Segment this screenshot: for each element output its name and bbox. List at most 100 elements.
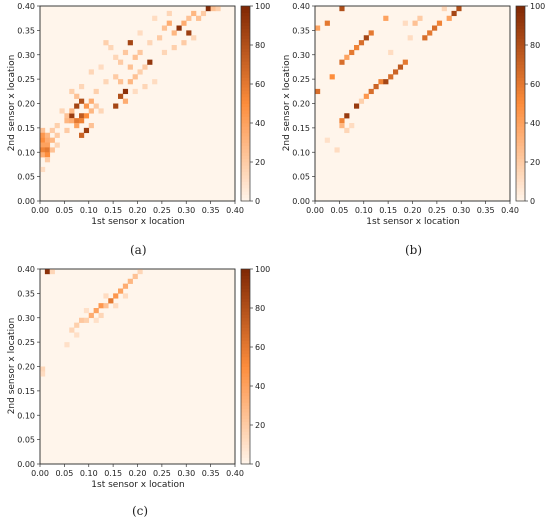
colorbar-segment [241, 158, 250, 163]
heatmap-cell [378, 79, 384, 85]
colorbar-segment [516, 84, 525, 88]
heatmap-cell [40, 366, 46, 372]
heatmap-cell [422, 35, 428, 41]
colorbar-segment [516, 58, 525, 62]
colorbar-segment [241, 64, 250, 69]
panel-a-yticks: 0.00 0.05 0.10 0.15 0.20 0.25 0.30 0.35 0.40 [17, 2, 40, 206]
heatmap-cell [324, 20, 330, 26]
heatmap-cell [74, 332, 80, 338]
x-tick-label: 0.15 [104, 469, 122, 478]
x-tick-label: 0.15 [104, 206, 122, 215]
heatmap-cell [83, 308, 90, 314]
heatmap-cell [315, 88, 321, 95]
colorbar-segment [241, 12, 250, 17]
heatmap-cell [79, 118, 85, 124]
colorbar-segment [516, 97, 525, 101]
colorbar-segment [241, 149, 250, 153]
heatmap-cell [388, 74, 394, 80]
heatmap-cell [40, 137, 46, 143]
colorbar-segment [241, 438, 250, 442]
colorbar-segment [516, 178, 525, 182]
y-tick-label: 0.00 [292, 197, 310, 206]
colorbar-segment [241, 106, 250, 111]
heatmap-cell [79, 113, 85, 119]
y-tick-label: 0.25 [17, 338, 35, 347]
heatmap-cell [49, 127, 55, 134]
heatmap-cell [64, 127, 70, 134]
colorbar-segment [516, 61, 525, 65]
heatmap-cell [441, 6, 447, 12]
heatmap-cell [215, 6, 221, 12]
colorbar-segment [516, 106, 525, 111]
colorbar-segment [241, 454, 250, 458]
colorbar-segment [241, 337, 250, 341]
heatmap-cell [113, 293, 119, 299]
colorbar-segment [241, 22, 250, 26]
heatmap-cell [446, 15, 452, 21]
x-tick-label: 0.30 [452, 206, 470, 215]
colorbar-segment [241, 84, 250, 88]
colorbar-segment [241, 129, 250, 134]
panel-a-xlabel: 1st sensor x location [91, 217, 184, 227]
colorbar-segment [241, 324, 250, 328]
colorbar-segment [241, 434, 250, 439]
heatmap-cell [64, 113, 70, 119]
colorbar-segment [516, 116, 525, 121]
heatmap-cell [363, 35, 369, 41]
heatmap-cell [329, 74, 335, 80]
heatmap-cell [118, 288, 124, 294]
colorbar-segment [516, 64, 525, 69]
heatmap-cell [113, 54, 119, 60]
heatmap-cell [69, 327, 75, 333]
colorbar-segment [516, 139, 525, 143]
colorbar-segment [516, 100, 525, 104]
colorbar-segment [241, 142, 250, 147]
colorbar-segment [516, 162, 525, 166]
heatmap-cell [88, 108, 94, 114]
heatmap-cell [44, 132, 51, 138]
heatmap-cell [132, 88, 138, 95]
colorbar-segment [241, 340, 250, 345]
colorbar-segment [241, 6, 250, 10]
colorbar-segment [241, 343, 250, 348]
colorbar-tick-label: 20 [255, 421, 265, 430]
colorbar-segment [241, 460, 250, 465]
colorbar-segment [241, 304, 250, 309]
colorbar-segment [516, 165, 525, 169]
heatmap-cell [147, 59, 153, 65]
y-tick-label: 0.20 [292, 100, 310, 109]
colorbar-segment [241, 412, 250, 416]
heatmap-cell [40, 142, 46, 148]
colorbar-segment [241, 175, 250, 179]
colorbar-segment [241, 408, 250, 413]
panel-b-xlabel: 1st sensor x location [366, 217, 459, 227]
heatmap-cell [49, 147, 55, 153]
heatmap-cell [83, 113, 90, 119]
colorbar-segment [516, 142, 525, 147]
colorbar-segment [516, 155, 525, 160]
colorbar-segment [516, 45, 525, 49]
y-tick-label: 0.30 [292, 51, 310, 60]
colorbar-segment [241, 415, 250, 419]
colorbar-tick-label: 100 [255, 265, 270, 274]
colorbar-segment [516, 54, 525, 59]
heatmap-cell [122, 293, 129, 299]
colorbar-segment [241, 41, 250, 46]
y-tick-label: 0.20 [17, 100, 35, 109]
colorbar-segment [241, 38, 250, 43]
heatmap-cell [161, 49, 168, 56]
heatmap-cell [93, 317, 99, 323]
heatmap-cell [176, 25, 182, 31]
colorbar-segment [241, 25, 250, 30]
heatmap-cell [64, 118, 70, 124]
colorbar-segment [241, 32, 250, 36]
heatmap-cell [79, 84, 85, 90]
heatmap-cell [108, 45, 114, 51]
colorbar-segment [516, 22, 525, 26]
colorbar-segment [241, 35, 250, 39]
colorbar-segment [516, 188, 525, 192]
heatmap-cell [344, 127, 350, 134]
colorbar-segment [241, 321, 250, 325]
y-tick-label: 0.30 [17, 51, 35, 60]
